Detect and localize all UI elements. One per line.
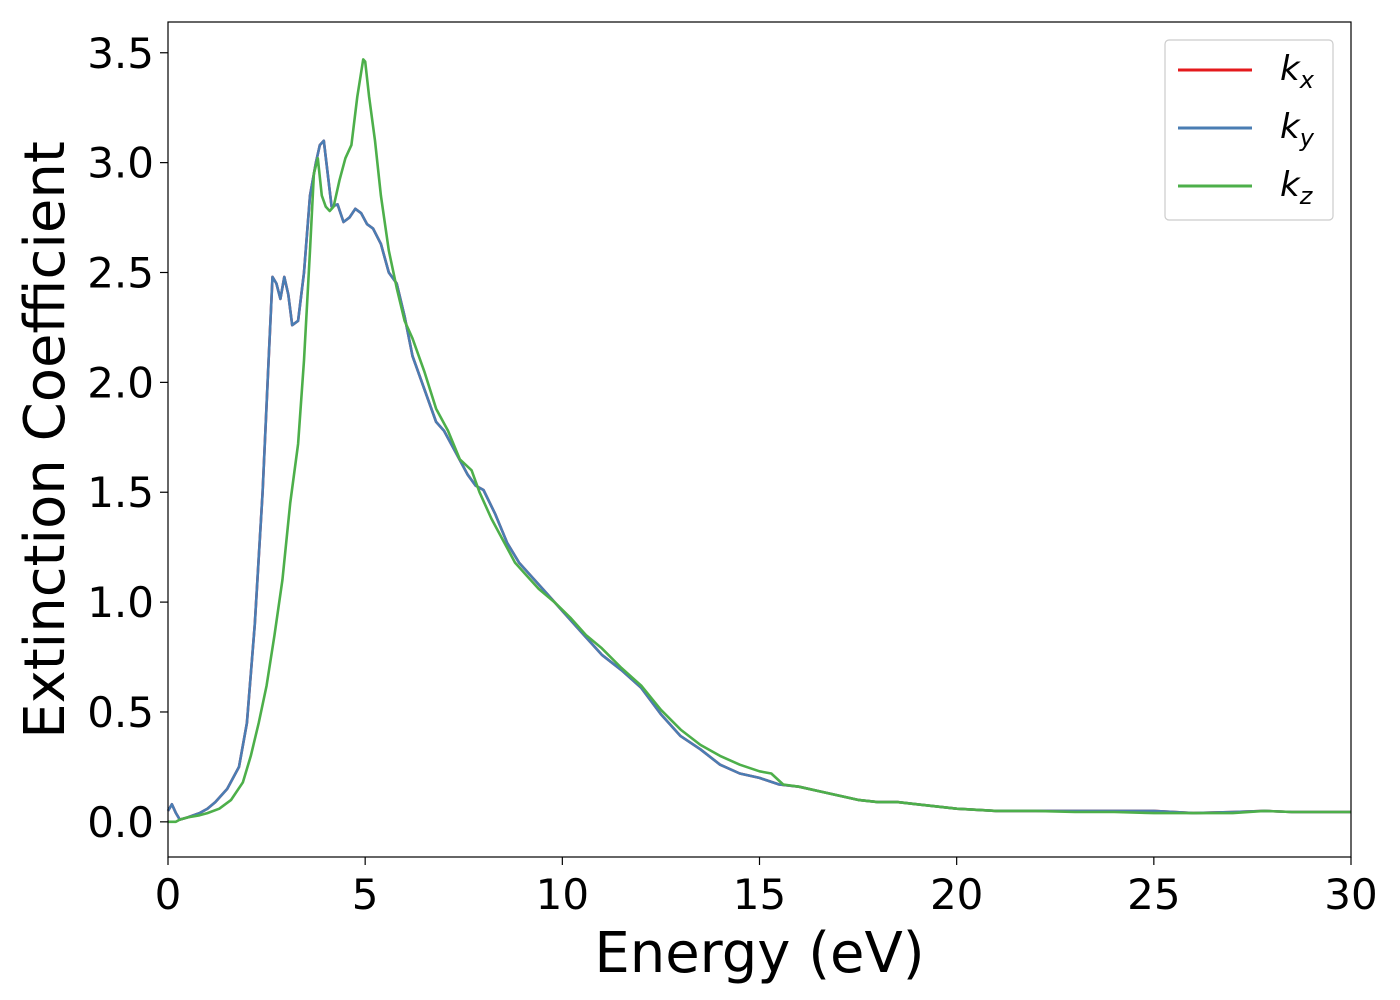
legend-label-kz: kz [1280, 165, 1314, 210]
y-tick-label: 2.5 [87, 249, 154, 298]
x-tick-label: 5 [352, 870, 379, 919]
legend-label-main: k [1280, 49, 1301, 89]
y-tick-label: 3.0 [87, 139, 154, 188]
legend-label-main: k [1280, 165, 1301, 205]
y-axis: 0.0 0.5 1.0 1.5 2.0 2.5 3.0 3.5 [87, 29, 168, 847]
series-line-kz [168, 58, 1351, 824]
plot-area [168, 22, 1351, 857]
x-tick-label: 25 [1127, 870, 1180, 919]
legend-label-subscript: z [1299, 182, 1314, 210]
series-layer [166, 58, 1351, 824]
x-tick-label: 30 [1324, 870, 1377, 919]
y-tick-label: 0.5 [87, 688, 154, 737]
legend-label-ky: ky [1280, 107, 1315, 152]
x-tick-label: 10 [536, 870, 589, 919]
x-axis-title: Energy (eV) [594, 921, 924, 986]
y-tick-label: 1.5 [87, 468, 154, 517]
x-tick-label: 20 [930, 870, 983, 919]
y-tick-label: 1.0 [87, 578, 154, 627]
x-tick-label: 15 [733, 870, 786, 919]
legend-label-kx: kx [1280, 49, 1315, 94]
legend-label-subscript: y [1299, 124, 1315, 152]
legend-box [1164, 39, 1334, 221]
y-axis-title: Extinction Coefficient [13, 141, 78, 739]
legend-label-main: k [1280, 107, 1301, 147]
y-tick-label: 3.5 [87, 29, 154, 78]
x-tick-label: 0 [155, 870, 182, 919]
y-tick-label: 2.0 [87, 358, 154, 407]
y-tick-label: 0.0 [87, 798, 154, 847]
legend-label-subscript: x [1299, 66, 1315, 94]
x-axis: 0 5 10 15 20 25 30 [155, 857, 1378, 919]
